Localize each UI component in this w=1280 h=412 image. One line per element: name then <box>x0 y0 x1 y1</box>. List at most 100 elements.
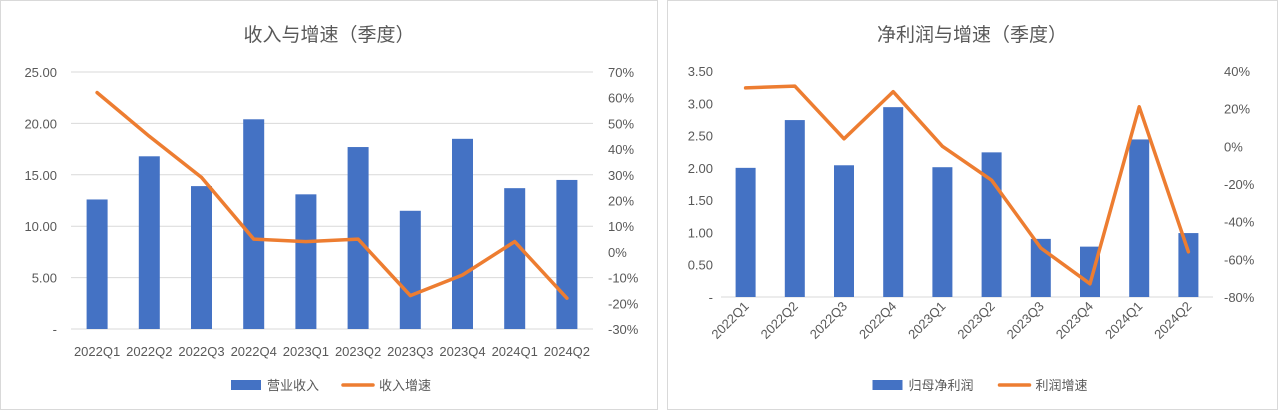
right-tick-label: 20% <box>608 194 634 209</box>
line-point <box>842 137 846 141</box>
line-point <box>513 240 517 244</box>
line-point <box>252 237 256 241</box>
x-tick-label: 2022Q4 <box>856 299 899 342</box>
bar-series <box>735 107 1199 298</box>
right-tick-label: -40% <box>1224 215 1255 230</box>
left-tick-label: 1.00 <box>688 225 713 240</box>
line-point <box>744 86 748 90</box>
bar <box>556 179 578 329</box>
left-tick-label: 0.50 <box>688 258 713 273</box>
legend-label-line: 收入增速 <box>379 379 431 394</box>
right-tick-label: 70% <box>608 65 634 80</box>
right-axis-labels: -30% -20% -10% 0% 10% 20% 30% 40% 50% 60% 70% <box>608 65 639 337</box>
bar <box>295 194 317 329</box>
bar <box>883 107 904 297</box>
left-tick-label: 15.00 <box>24 168 57 183</box>
right-tick-label: 0% <box>1224 139 1243 154</box>
x-tick-label: 2023Q2 <box>335 344 381 359</box>
profit-chart: 净利润与增速（季度） - 0.50 1.00 1.50 2.00 2.50 3.00 3.50… <box>688 24 1255 394</box>
x-tick-label: 2022Q4 <box>231 344 277 359</box>
left-axis-labels: - 5.00 10.00 15.00 20.00 25.00 <box>24 65 57 337</box>
bar <box>834 165 854 297</box>
right-tick-label: 40% <box>608 142 634 157</box>
right-axis-labels: -80% -60% -40% -20% 0% 20% 40% <box>1224 64 1255 305</box>
line-point <box>1039 246 1043 250</box>
right-tick-label: 40% <box>1224 64 1250 79</box>
line-point <box>565 296 569 300</box>
bar <box>504 188 526 329</box>
right-tick-label: -20% <box>608 296 639 311</box>
left-tick-label: 5.00 <box>32 271 57 286</box>
right-tick-label: 30% <box>608 168 634 183</box>
bar <box>1178 233 1199 297</box>
left-tick-label: 1.50 <box>688 193 713 208</box>
revenue-chart: 收入与增速（季度） - 5.00 10.00 15.00 20.00 25.00 -30%… <box>24 24 639 394</box>
bar <box>86 199 108 329</box>
line-point <box>793 84 797 88</box>
x-tick-label: 2023Q1 <box>905 299 948 342</box>
x-tick-label: 2023Q4 <box>439 344 485 359</box>
x-tick-label: 2024Q2 <box>544 344 590 359</box>
left-tick-label: 3.50 <box>688 64 713 79</box>
bar <box>932 167 953 297</box>
growth-line <box>743 84 1191 286</box>
line-point <box>408 294 412 298</box>
bar <box>452 138 473 329</box>
bar-series <box>86 119 578 330</box>
line-point <box>461 273 464 277</box>
left-tick-label: 2.00 <box>688 161 713 176</box>
legend-label-bar: 归母净利润 <box>909 379 974 394</box>
x-tick-label: 2024Q1 <box>1102 299 1145 342</box>
bar <box>735 167 756 297</box>
left-tick-label: - <box>709 290 713 305</box>
line-series <box>95 90 569 300</box>
bar <box>784 120 805 298</box>
left-tick-label: 10.00 <box>24 219 57 234</box>
left-tick-label: - <box>53 322 57 337</box>
bar <box>191 186 212 329</box>
right-tick-label: -10% <box>608 271 639 286</box>
x-tick-label: 2022Q1 <box>708 299 751 342</box>
chart-title: 净利润与增速（季度） <box>877 24 1067 46</box>
right-tick-label: -80% <box>1224 290 1255 305</box>
left-tick-label: 2.50 <box>688 129 713 144</box>
left-tick-label: 20.00 <box>24 116 57 131</box>
x-tick-label: 2024Q1 <box>492 344 538 359</box>
line-point <box>200 175 203 179</box>
x-tick-label: 2022Q2 <box>126 344 172 359</box>
profit-chart-panel: 净利润与增速（季度） - 0.50 1.00 1.50 2.00 2.50 3.00 3.50… <box>667 0 1278 410</box>
x-tick-label: 2022Q1 <box>74 344 120 359</box>
line-point <box>304 240 308 244</box>
right-tick-label: -20% <box>1224 177 1255 192</box>
line-point <box>1088 282 1092 286</box>
x-tick-label: 2023Q3 <box>387 344 433 359</box>
right-tick-label: -60% <box>1224 252 1255 267</box>
right-tick-label: 20% <box>1224 102 1250 117</box>
bar <box>243 119 265 330</box>
legend-bar-swatch <box>231 380 261 390</box>
x-tick-label: 2023Q4 <box>1053 299 1096 342</box>
left-tick-label: 25.00 <box>24 65 57 80</box>
legend: 营业收入 收入增速 <box>231 379 431 394</box>
right-tick-label: 10% <box>608 219 634 234</box>
line-point <box>940 144 944 148</box>
line-series <box>743 84 1191 286</box>
x-tick-label: 2022Q3 <box>807 299 850 342</box>
bar <box>1129 139 1150 297</box>
line-point <box>891 90 895 94</box>
right-tick-label: -30% <box>608 322 639 337</box>
line-point <box>1186 250 1190 254</box>
left-tick-label: 3.00 <box>688 96 713 111</box>
right-tick-label: 50% <box>608 116 634 131</box>
x-tick-label: 2024Q2 <box>1151 299 1194 342</box>
bar <box>138 156 160 329</box>
legend-bar-swatch <box>872 380 903 390</box>
x-tick-label: 2022Q3 <box>178 344 224 359</box>
revenue-chart-panel: 收入与增速（季度） - 5.00 10.00 15.00 20.00 25.00 -30%… <box>0 0 658 410</box>
line-point <box>95 91 99 95</box>
chart-title: 收入与增速（季度） <box>243 24 414 46</box>
legend-label-line: 利润增速 <box>1036 379 1088 394</box>
line-point <box>356 237 360 241</box>
line-point <box>1137 105 1141 109</box>
x-tick-label: 2023Q2 <box>954 299 997 342</box>
